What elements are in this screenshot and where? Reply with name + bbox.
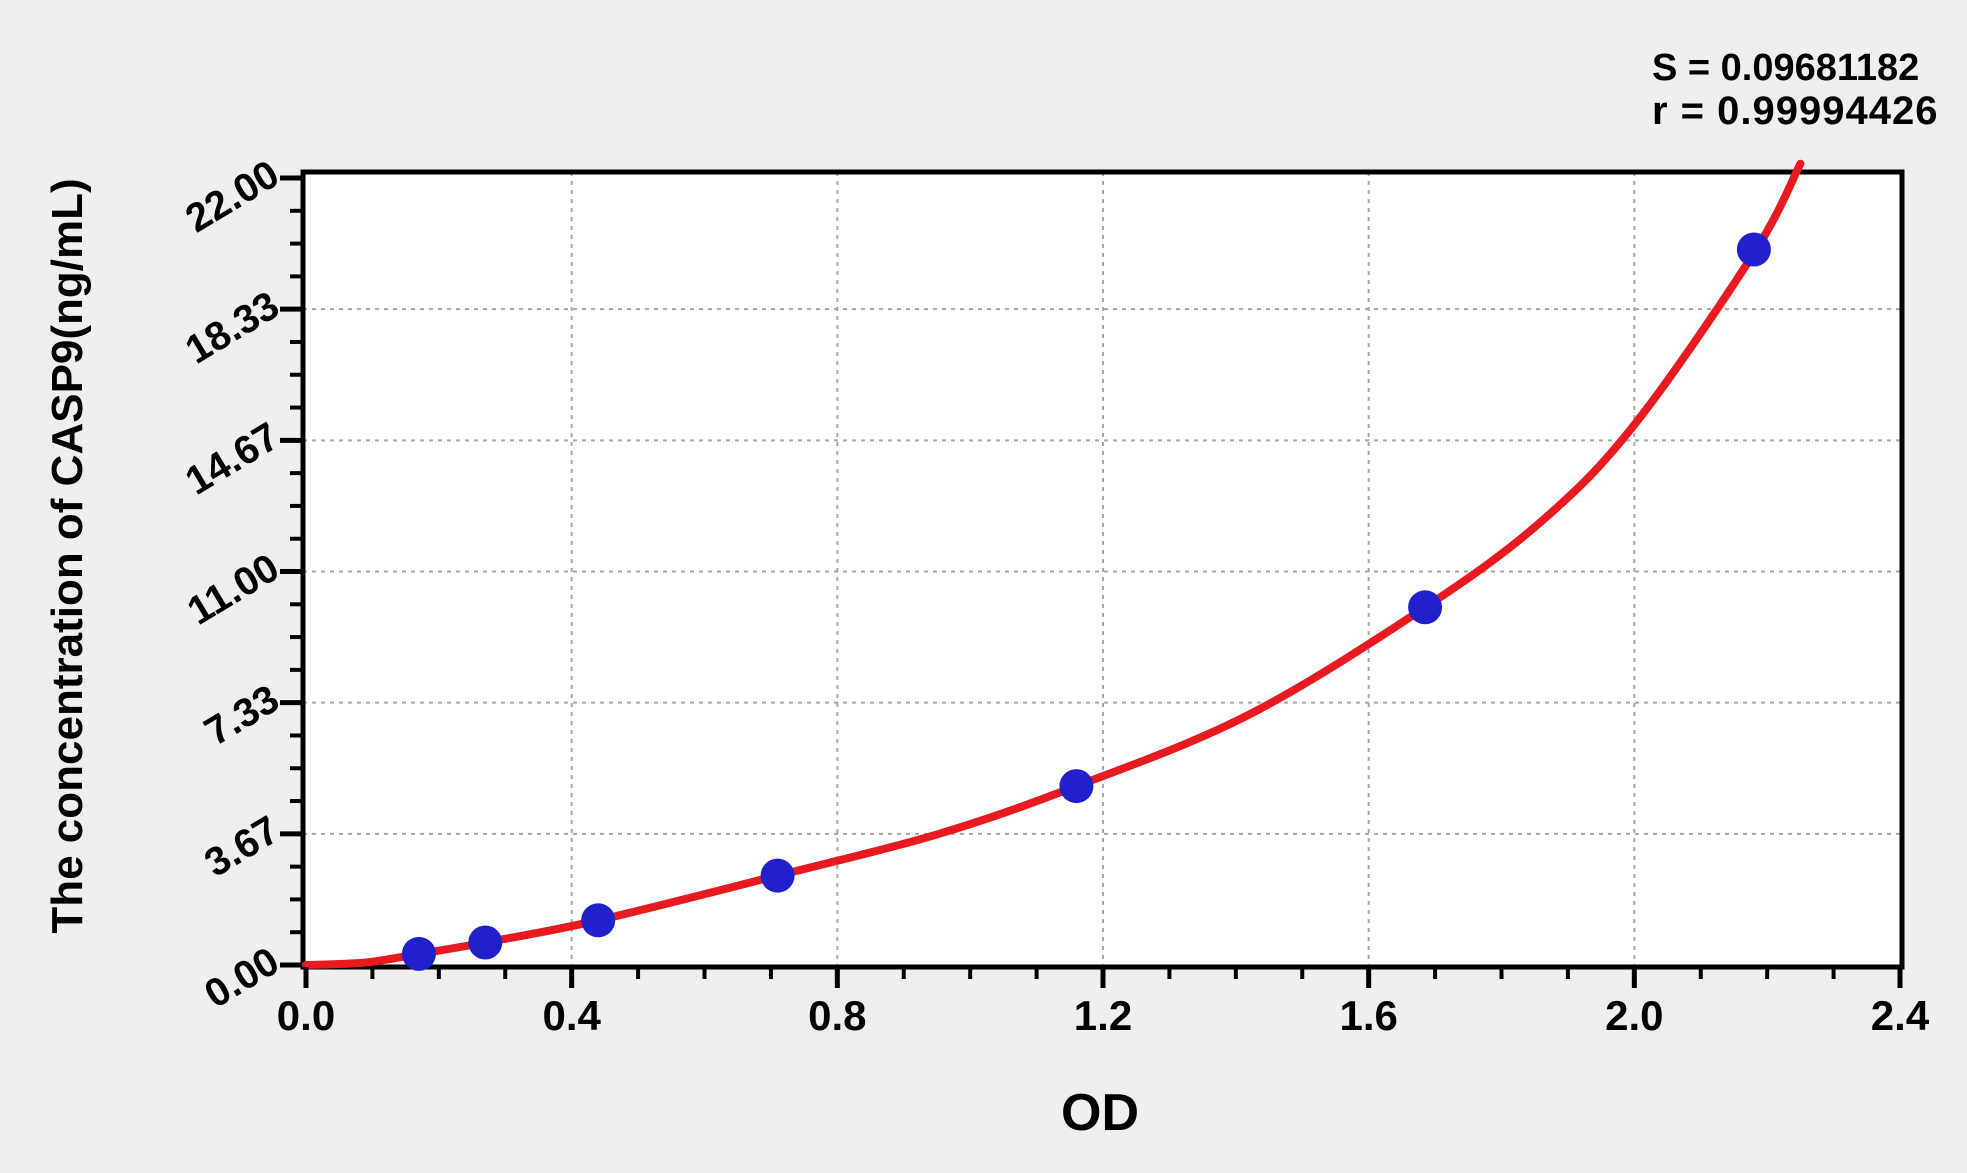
data-point (401, 936, 436, 971)
x-axis-title: OD (1061, 1084, 1139, 1142)
x-tick-label: 2.0 (1605, 992, 1663, 1039)
data-point (581, 903, 616, 938)
data-point (1736, 232, 1771, 267)
x-tick-label: 0.4 (542, 992, 601, 1039)
x-tick-label: 0.8 (808, 992, 866, 1039)
axis-ticks (280, 175, 1903, 988)
data-point (760, 858, 795, 893)
x-tick-label: 1.2 (1074, 992, 1132, 1039)
y-axis-title: The concentration of CASP9(ng/mL) (43, 178, 92, 933)
gridlines (303, 172, 1900, 965)
data-point (468, 925, 503, 960)
stat-r-value: r = 0.99994426 (1652, 89, 1938, 133)
x-tick-label: 2.4 (1871, 992, 1930, 1039)
data-point (1059, 769, 1094, 804)
data-point (1408, 590, 1443, 625)
x-tick-label: 1.6 (1339, 992, 1397, 1039)
x-tick-label: 0.0 (277, 992, 335, 1039)
data-points (401, 232, 1771, 971)
stat-s-value: S = 0.09681182 (1652, 47, 1919, 89)
